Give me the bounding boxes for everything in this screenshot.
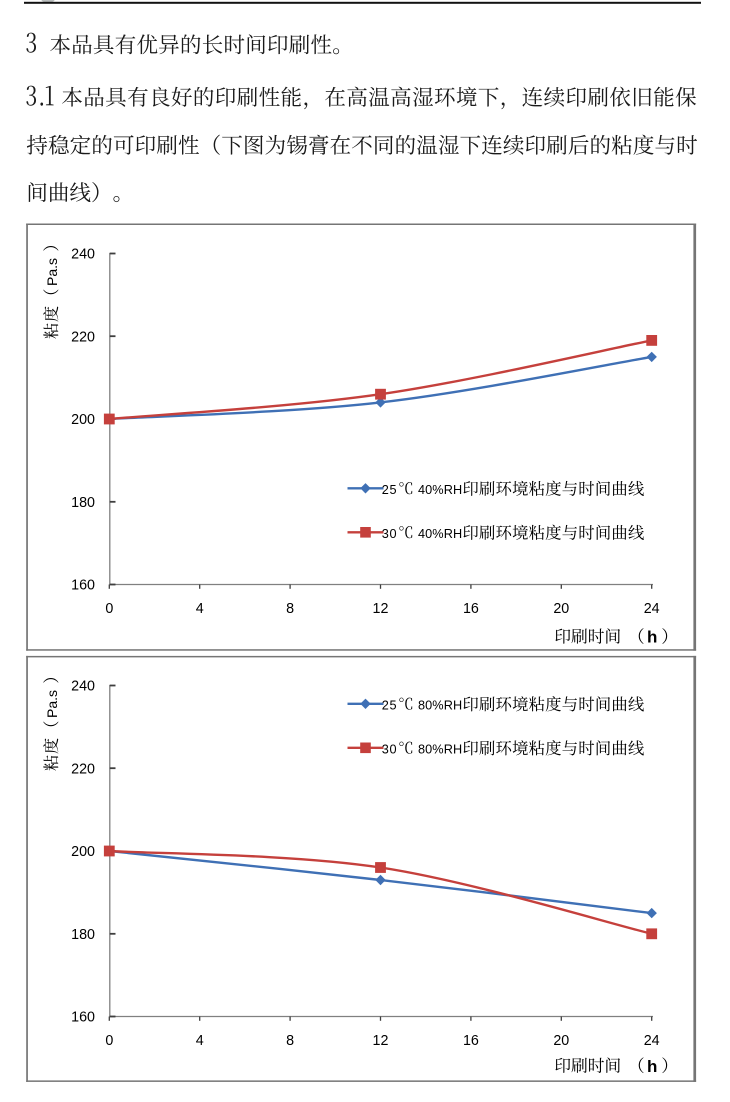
svg-text:220: 220 — [71, 762, 95, 778]
svg-text:12: 12 — [373, 1033, 389, 1049]
svg-text:240: 240 — [71, 679, 95, 695]
svg-text:200: 200 — [71, 412, 95, 428]
svg-text:80%RH: 80%RH — [418, 743, 462, 757]
svg-text:25: 25 — [382, 483, 398, 497]
svg-text:80%RH: 80%RH — [418, 699, 462, 713]
svg-text:12: 12 — [373, 601, 389, 617]
svg-text:8: 8 — [286, 601, 294, 617]
svg-text:160: 160 — [71, 578, 95, 594]
svg-text:180: 180 — [71, 927, 95, 943]
svg-text:220: 220 — [71, 329, 95, 345]
svg-text:40%RH: 40%RH — [418, 483, 462, 497]
svg-text:160: 160 — [71, 1010, 95, 1026]
svg-text:0: 0 — [105, 1033, 113, 1049]
svg-text:24: 24 — [644, 1033, 660, 1049]
svg-text:16: 16 — [463, 601, 479, 617]
svg-text:30: 30 — [382, 743, 398, 757]
svg-text:Pa.s: Pa.s — [44, 690, 60, 718]
svg-text:180: 180 — [71, 495, 95, 511]
svg-text:200: 200 — [71, 844, 95, 860]
svg-text:24: 24 — [644, 601, 660, 617]
svg-text:30: 30 — [382, 527, 398, 541]
svg-text:25: 25 — [382, 699, 398, 713]
svg-text:20: 20 — [553, 1033, 569, 1049]
svg-text:40%RH: 40%RH — [418, 527, 462, 541]
svg-text:8: 8 — [286, 1033, 294, 1049]
svg-text:h: h — [647, 628, 657, 647]
svg-text:0: 0 — [105, 601, 113, 617]
svg-text:20: 20 — [553, 601, 569, 617]
svg-text:240: 240 — [71, 247, 95, 263]
svg-text:Pa.s: Pa.s — [44, 258, 60, 286]
svg-text:4: 4 — [196, 1033, 204, 1049]
svg-text:16: 16 — [463, 1033, 479, 1049]
svg-text:4: 4 — [196, 601, 204, 617]
svg-text:h: h — [647, 1057, 657, 1076]
